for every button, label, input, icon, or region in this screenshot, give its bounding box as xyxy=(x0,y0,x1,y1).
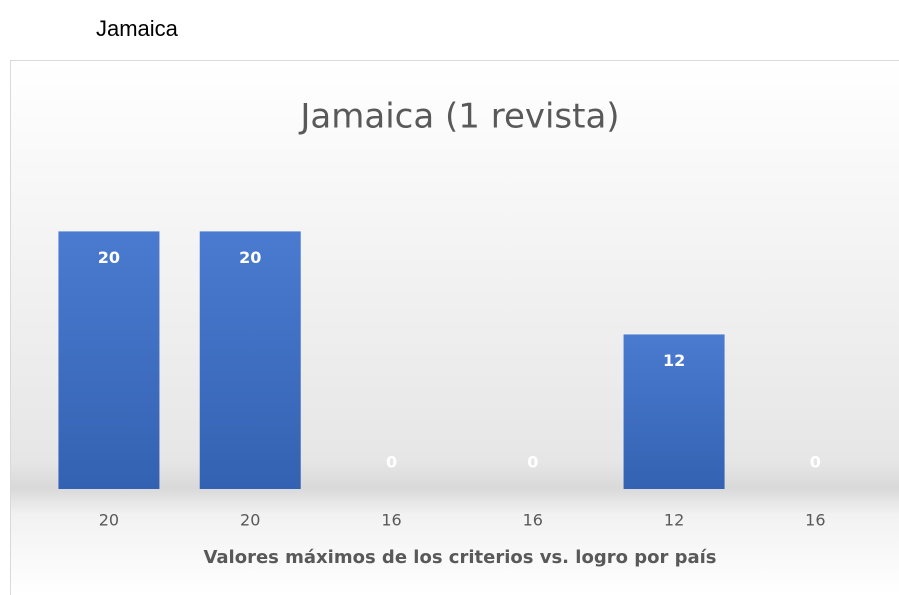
x-tick-label: 16 xyxy=(381,511,401,530)
data-label: 12 xyxy=(663,351,685,370)
x-tick-label: 20 xyxy=(99,511,119,530)
bar xyxy=(58,231,160,489)
x-tick-label: 20 xyxy=(240,511,260,530)
bar xyxy=(623,334,725,489)
bar xyxy=(199,231,301,489)
data-label: 20 xyxy=(239,248,261,267)
x-tick-label: 16 xyxy=(805,511,825,530)
data-label: 20 xyxy=(98,248,120,267)
heading: Jamaica xyxy=(96,16,179,41)
x-axis-title: Valores máximos de los criterios vs. log… xyxy=(203,547,716,568)
chart-title: Jamaica (1 revista) xyxy=(298,97,619,137)
x-tick-label: 12 xyxy=(664,511,684,530)
data-label: 0 xyxy=(527,453,538,472)
data-label: 0 xyxy=(810,453,821,472)
x-tick-label: 16 xyxy=(523,511,543,530)
data-label: 0 xyxy=(386,453,397,472)
